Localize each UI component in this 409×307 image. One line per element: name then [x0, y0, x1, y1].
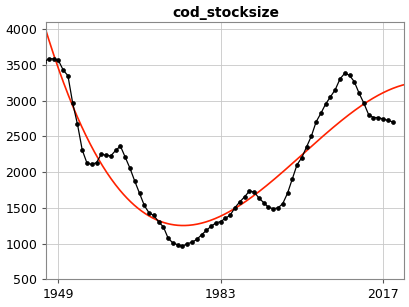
Title: cod_stocksize: cod_stocksize — [171, 6, 278, 20]
